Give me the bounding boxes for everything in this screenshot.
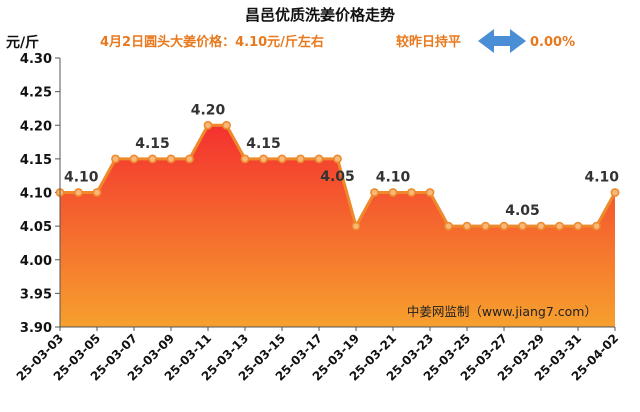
price-text: 4月2日圆头大姜价格：4.10元/斤左右 (100, 34, 324, 50)
data-label: 4.10 (584, 170, 619, 186)
data-point (407, 188, 416, 197)
data-point (111, 154, 120, 164)
y-tick-label: 4.15 (20, 153, 52, 168)
data-point (240, 154, 250, 164)
compare-text: 较昨日持平 (396, 34, 461, 50)
data-point (444, 221, 453, 231)
watermark-text: 中姜网监制（www.jiang7.com） (407, 304, 597, 319)
y-tick-label: 4.05 (20, 220, 52, 235)
data-point (351, 221, 361, 231)
change-percent: 0.00% (530, 35, 575, 50)
data-point (610, 188, 620, 197)
data-point (462, 221, 472, 231)
data-label: 4.10 (64, 170, 99, 186)
data-label: 4.05 (505, 203, 540, 219)
data-label: 4.15 (135, 136, 170, 152)
data-label: 4.20 (191, 102, 226, 118)
data-point (259, 154, 268, 164)
data-point (277, 154, 287, 164)
y-unit-label: 元/斤 (6, 34, 39, 51)
data-point (203, 120, 213, 130)
data-point (388, 188, 398, 197)
data-point (555, 221, 564, 231)
price-area (60, 125, 615, 327)
data-point (333, 154, 342, 164)
chart-title: 昌邑优质洗姜价格走势 (245, 6, 395, 24)
data-point (92, 188, 102, 197)
data-point (481, 221, 490, 231)
y-tick-label: 4.00 (20, 254, 52, 269)
data-label: 4.05 (320, 169, 355, 185)
data-point (129, 154, 139, 164)
y-tick-label: 3.90 (20, 321, 52, 336)
data-point (518, 221, 527, 231)
data-point (536, 221, 546, 231)
y-tick-label: 4.20 (20, 119, 52, 134)
data-point (592, 221, 601, 231)
double-arrow-icon (478, 29, 526, 53)
data-point (573, 221, 583, 231)
data-point (425, 188, 435, 197)
data-point (370, 188, 379, 197)
data-label: 4.10 (376, 170, 411, 186)
data-point (222, 120, 231, 130)
y-tick-label: 4.30 (20, 52, 52, 67)
y-tick-label: 4.25 (20, 86, 52, 101)
data-point (296, 154, 305, 164)
plot-area: 3.903.954.004.054.104.154.204.254.3025-0… (14, 52, 621, 384)
data-label: 4.15 (246, 136, 281, 152)
data-point (185, 154, 194, 164)
data-point (148, 154, 157, 164)
y-tick-label: 4.10 (20, 187, 52, 202)
data-point (74, 188, 83, 197)
data-point (314, 154, 324, 164)
data-point (499, 221, 509, 231)
y-tick-label: 3.95 (20, 287, 52, 302)
data-point (166, 154, 176, 164)
